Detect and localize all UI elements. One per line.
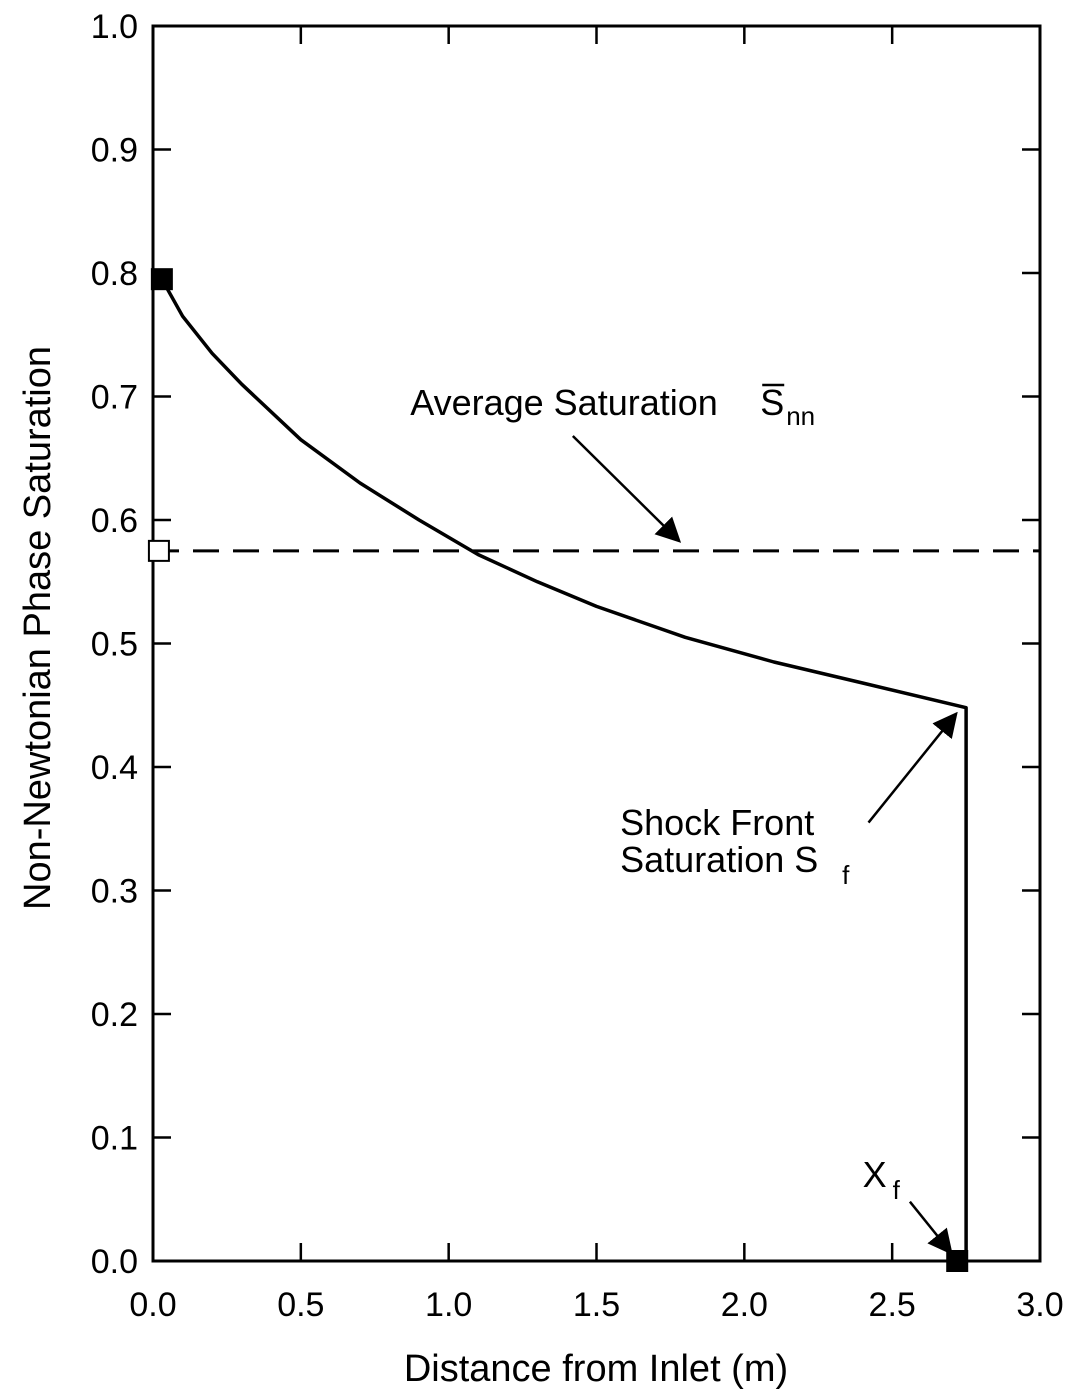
- x-tick-label: 2.5: [869, 1286, 916, 1324]
- x-tick-label: 2.0: [721, 1286, 768, 1324]
- y-tick-label: 0.7: [91, 379, 138, 417]
- x-tick-label: 3.0: [1016, 1286, 1063, 1324]
- x-tick-label: 1.0: [425, 1286, 472, 1324]
- filled-square-marker: [946, 1250, 969, 1272]
- y-tick-label: 0.4: [91, 749, 138, 787]
- y-tick-label: 0.5: [91, 626, 138, 664]
- x-tick-label: 1.5: [573, 1286, 620, 1324]
- shock-front-label: Shock Front: [620, 802, 814, 843]
- x-tick-label: 0.0: [129, 1286, 176, 1324]
- average-saturation-subscript: nn: [786, 401, 815, 431]
- y-tick-label: 0.8: [91, 255, 138, 293]
- front-position-subscript: f: [893, 1175, 901, 1205]
- y-tick-label: 0.1: [91, 1120, 138, 1158]
- y-tick-label: 1.0: [91, 8, 138, 46]
- average-saturation-symbol: S: [760, 382, 784, 423]
- front-position-label: X: [863, 1154, 887, 1195]
- saturation-profile-line: [160, 278, 968, 1261]
- filled-square-marker: [150, 268, 173, 291]
- x-tick-label: 0.5: [277, 1286, 324, 1324]
- average-saturation-label: Average Saturation: [410, 382, 718, 423]
- series-group: [153, 278, 1040, 1261]
- y-tick-label: 0.2: [91, 996, 138, 1034]
- y-tick-label: 0.9: [91, 132, 138, 170]
- shock-front-arrow: [867, 711, 958, 824]
- front-position-arrow: [908, 1200, 953, 1255]
- axis-tick-labels: 0.0 0.5 1.0 1.5 2.0 2.5 3.0 0.0 0.1 0.2 0.3 0.4 0.5 0…: [91, 8, 1064, 1324]
- y-tick-label: 0.3: [91, 873, 138, 911]
- y-tick-label: 0.0: [91, 1243, 138, 1281]
- shock-front-subscript: f: [842, 860, 850, 890]
- plot-frame: [151, 24, 1042, 1263]
- shock-front-saturation-label: Saturation S: [620, 839, 818, 880]
- axis-ticks: [151, 24, 1042, 1263]
- average-saturation-arrow: [571, 435, 682, 543]
- x-axis-title: Distance from Inlet (m): [404, 1348, 788, 1390]
- y-tick-label: 0.6: [91, 502, 138, 540]
- marker-group: [147, 268, 969, 1272]
- y-axis-title: Non-Newtonian Phase Saturation: [17, 346, 59, 910]
- open-square-marker: [147, 539, 170, 562]
